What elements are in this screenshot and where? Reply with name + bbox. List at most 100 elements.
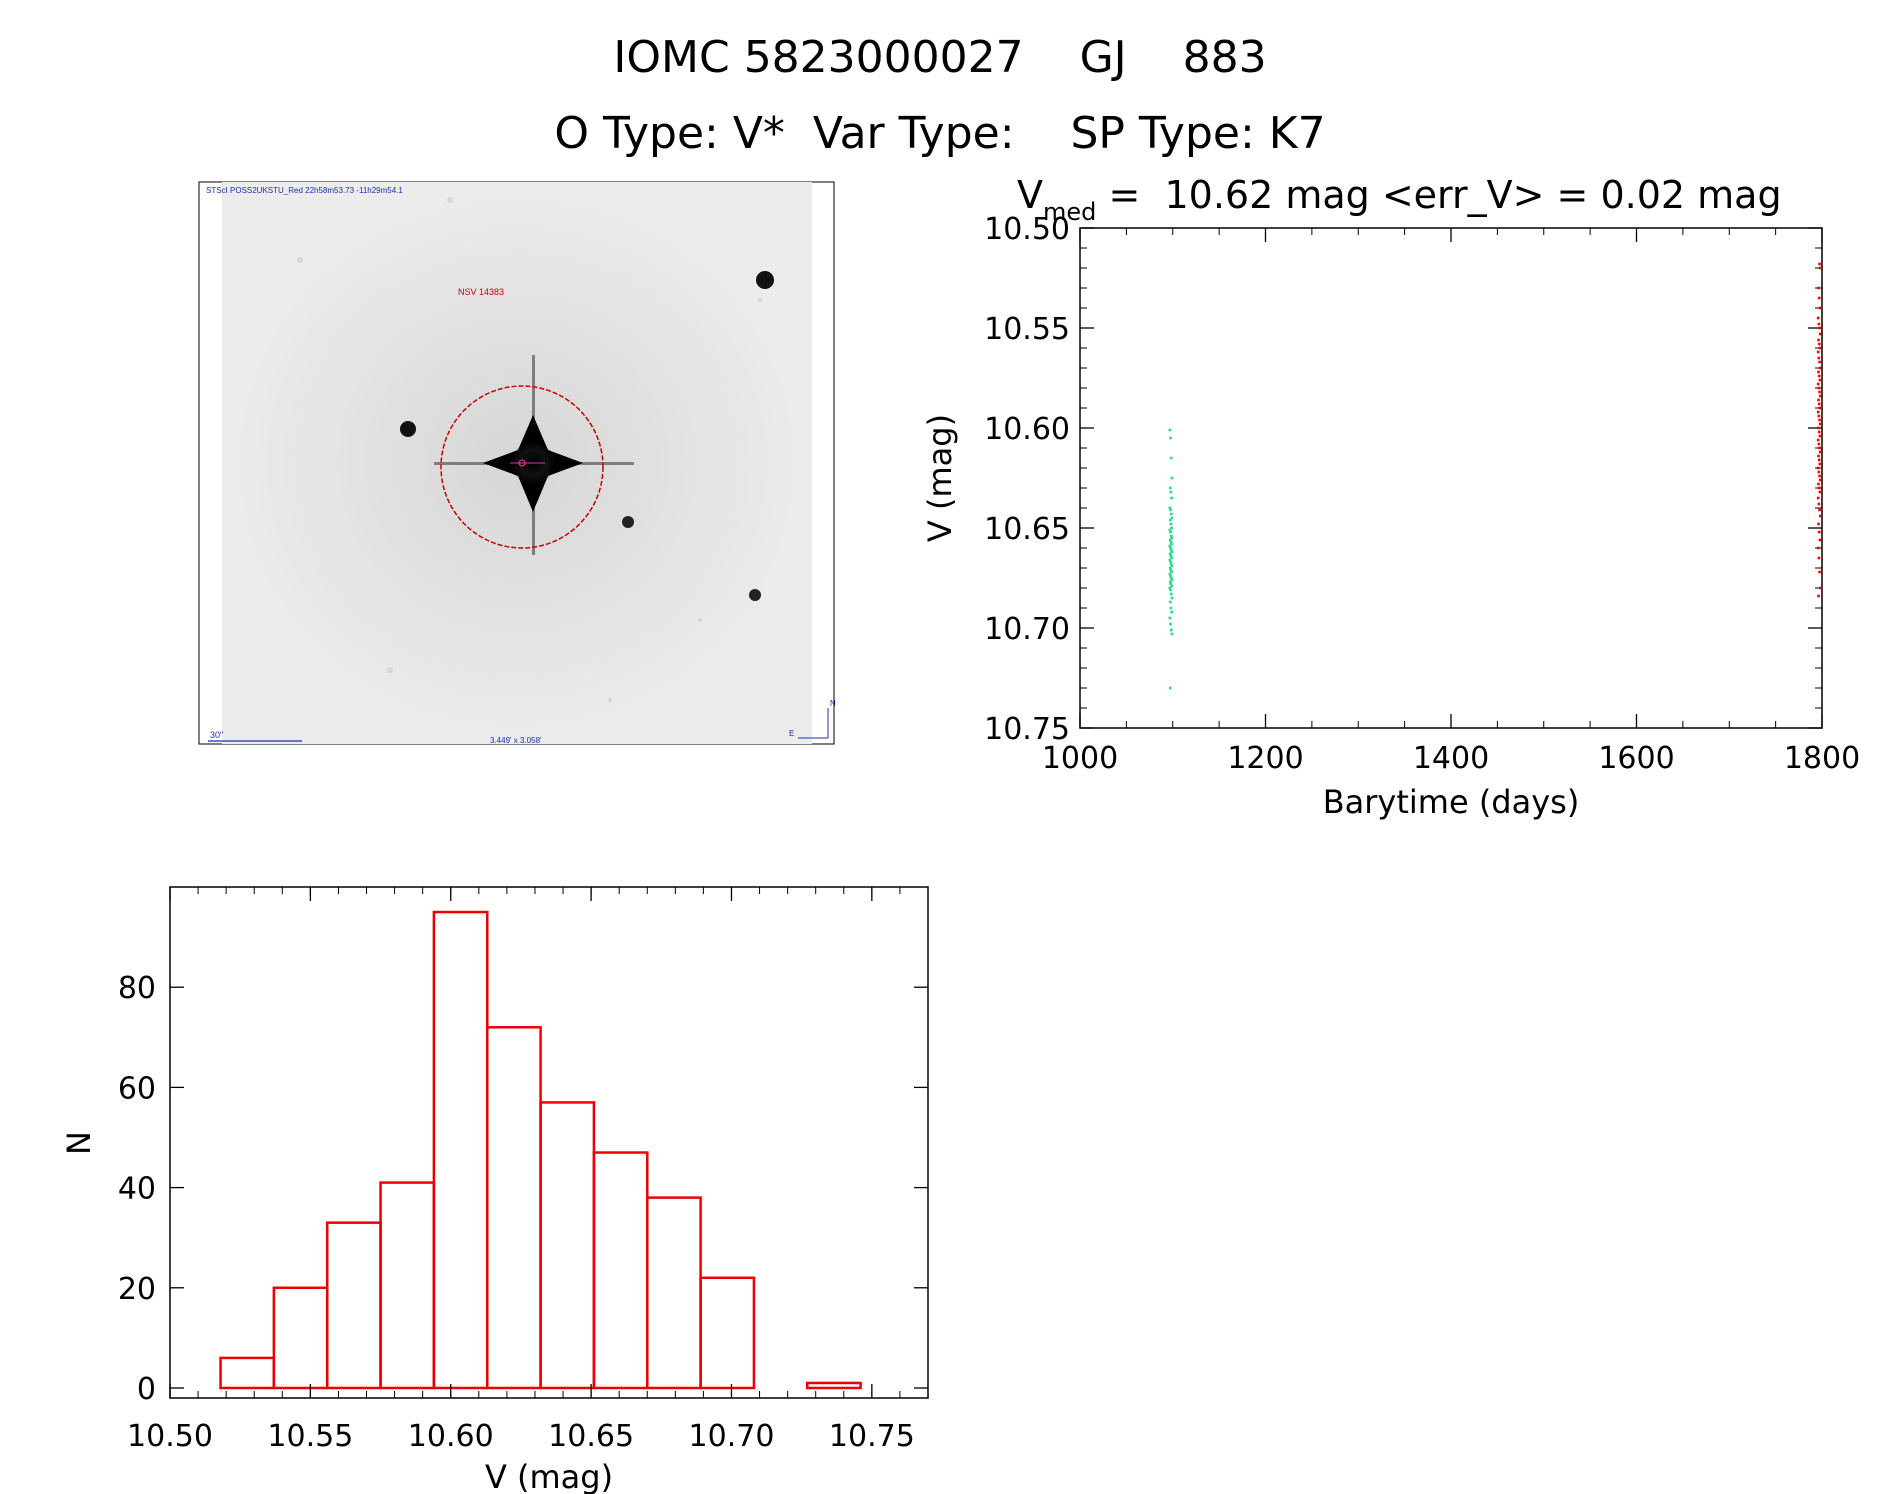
finder-caption: STScI POSS2UKSTU_Red 22h58m53.73 -11h29m… <box>206 186 403 195</box>
data-point <box>1169 562 1173 566</box>
histogram-ylabel: N <box>60 1131 98 1155</box>
data-point <box>1169 622 1172 626</box>
data-point <box>1169 568 1173 572</box>
histogram-bar <box>699 1276 756 1390</box>
scale-label: 30" <box>210 730 223 740</box>
data-point <box>1817 426 1820 430</box>
data-point <box>1816 496 1820 500</box>
data-point <box>1818 266 1822 270</box>
data-point <box>1168 558 1172 562</box>
data-point <box>1170 578 1174 582</box>
data-point <box>1816 546 1820 550</box>
data-point <box>1169 530 1172 534</box>
x-tick-label: 10.50 <box>127 1419 213 1454</box>
aperture-circle <box>440 385 604 549</box>
svg-text:E: E <box>789 729 794 738</box>
page-title: IOMC 5823000027 GJ 883 <box>613 32 1266 83</box>
field-star <box>756 271 774 289</box>
y-tick-label: 60 <box>118 1071 156 1106</box>
data-point <box>1169 490 1173 494</box>
data-point <box>1816 410 1820 414</box>
data-point <box>1816 350 1820 354</box>
x-tick-label: 10.55 <box>267 1419 353 1454</box>
histogram-bar <box>432 910 489 1390</box>
data-point <box>1818 586 1822 590</box>
data-point <box>1817 502 1821 506</box>
data-point <box>1170 570 1173 574</box>
x-tick-label: 1800 <box>1784 741 1860 776</box>
light-curve-frame <box>1079 227 1823 729</box>
data-point <box>1817 398 1820 402</box>
object-label: NSV 14383 <box>458 287 504 297</box>
data-point <box>1818 478 1822 482</box>
x-tick-label: 10.75 <box>829 1419 915 1454</box>
data-point <box>1170 632 1174 636</box>
data-point <box>1168 538 1172 542</box>
data-point <box>1816 438 1820 442</box>
data-point <box>1169 508 1172 512</box>
x-tick-label: 10.65 <box>548 1419 634 1454</box>
field-star <box>749 589 761 601</box>
y-tick-label: 80 <box>118 971 156 1006</box>
histogram-bar <box>379 1181 436 1390</box>
data-point <box>1169 554 1173 558</box>
data-point <box>1818 306 1822 310</box>
histogram-chart: 10.50 10.55 10.60 10.65 10.70 10.75020406080 … <box>60 886 929 1494</box>
histogram-bar <box>219 1356 276 1390</box>
data-point <box>1168 486 1172 490</box>
data-point <box>1818 346 1822 350</box>
data-point <box>1818 394 1822 398</box>
histogram-bar <box>539 1101 596 1390</box>
data-point <box>1168 528 1172 532</box>
data-point <box>1169 436 1172 440</box>
light-curve-ylabel: V (mag) <box>921 414 959 542</box>
data-point <box>1817 442 1821 446</box>
light-curve-title: Vmed = 10.62 mag <err_V> = 0.02 mag <box>1017 173 1782 226</box>
data-point <box>1170 516 1174 520</box>
y-tick-label: 10.60 <box>984 412 1070 447</box>
data-point <box>1169 512 1173 516</box>
y-tick-label: 10.75 <box>984 712 1070 747</box>
data-point <box>1169 534 1173 538</box>
x-tick-label: 1200 <box>1227 741 1303 776</box>
data-point <box>1817 286 1820 290</box>
x-tick-label: 1600 <box>1598 741 1674 776</box>
field-star <box>622 516 634 528</box>
data-point <box>1169 582 1173 586</box>
target-star <box>483 415 583 512</box>
histogram-bar <box>592 1151 649 1390</box>
data-point <box>1168 580 1172 584</box>
data-point <box>1170 542 1173 546</box>
histogram-bar <box>646 1196 702 1390</box>
data-point <box>1169 606 1173 610</box>
data-point <box>1170 526 1173 530</box>
data-point <box>1169 592 1173 596</box>
data-point <box>1817 370 1820 374</box>
y-tick-label: 10.70 <box>984 612 1070 647</box>
data-point <box>1817 454 1820 458</box>
data-point <box>1168 600 1172 604</box>
data-point <box>1818 514 1822 518</box>
data-point <box>1168 428 1172 432</box>
data-point <box>1818 262 1821 266</box>
data-point <box>1817 530 1821 534</box>
data-point <box>1170 564 1174 568</box>
data-point <box>1170 476 1174 480</box>
data-point <box>1169 576 1173 580</box>
histogram-xlabel: V (mag) <box>485 1458 613 1494</box>
data-point <box>1818 508 1821 512</box>
data-point <box>1818 490 1822 494</box>
data-point <box>1817 458 1821 462</box>
page-subtitle: O Type: V* Var Type: SP Type: K7 <box>554 108 1325 159</box>
data-point <box>1818 326 1821 330</box>
data-point <box>1818 450 1822 454</box>
data-point <box>1818 462 1822 466</box>
data-point <box>1817 470 1821 474</box>
data-point <box>1168 686 1172 690</box>
histogram-bar <box>272 1286 329 1390</box>
data-point <box>1169 628 1173 632</box>
data-point <box>1169 588 1172 592</box>
data-point <box>1170 550 1174 554</box>
data-point <box>1817 402 1821 406</box>
data-point <box>1817 430 1821 434</box>
